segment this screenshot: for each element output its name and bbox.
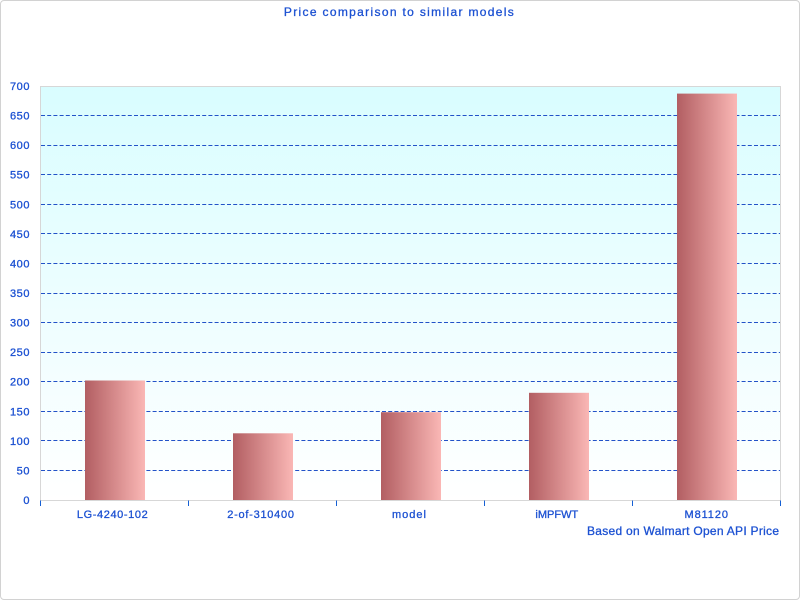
svg-text:550: 550 xyxy=(10,170,30,182)
svg-text:Price comparison to similar mo: Price comparison to similar models xyxy=(284,5,515,19)
svg-text:650: 650 xyxy=(10,111,30,123)
svg-text:50: 50 xyxy=(17,465,30,477)
svg-text:300: 300 xyxy=(10,318,30,330)
svg-text:0: 0 xyxy=(23,495,30,507)
svg-text:350: 350 xyxy=(10,288,30,300)
svg-text:100: 100 xyxy=(10,436,30,448)
svg-text:M81120: M81120 xyxy=(685,509,729,521)
svg-text:400: 400 xyxy=(10,258,30,270)
svg-text:Based on Walmart Open API Pric: Based on Walmart Open API Price xyxy=(587,524,779,538)
svg-text:2-of-310400: 2-of-310400 xyxy=(227,509,294,521)
svg-text:500: 500 xyxy=(10,199,30,211)
svg-text:iMPFWT: iMPFWT xyxy=(535,509,578,521)
svg-text:model: model xyxy=(392,509,427,521)
svg-text:150: 150 xyxy=(10,406,30,418)
svg-text:700: 700 xyxy=(10,81,30,93)
svg-text:250: 250 xyxy=(10,347,30,359)
svg-text:600: 600 xyxy=(10,140,30,152)
svg-text:200: 200 xyxy=(10,377,30,389)
svg-text:LG-4240-102: LG-4240-102 xyxy=(77,509,148,521)
svg-text:450: 450 xyxy=(10,229,30,241)
